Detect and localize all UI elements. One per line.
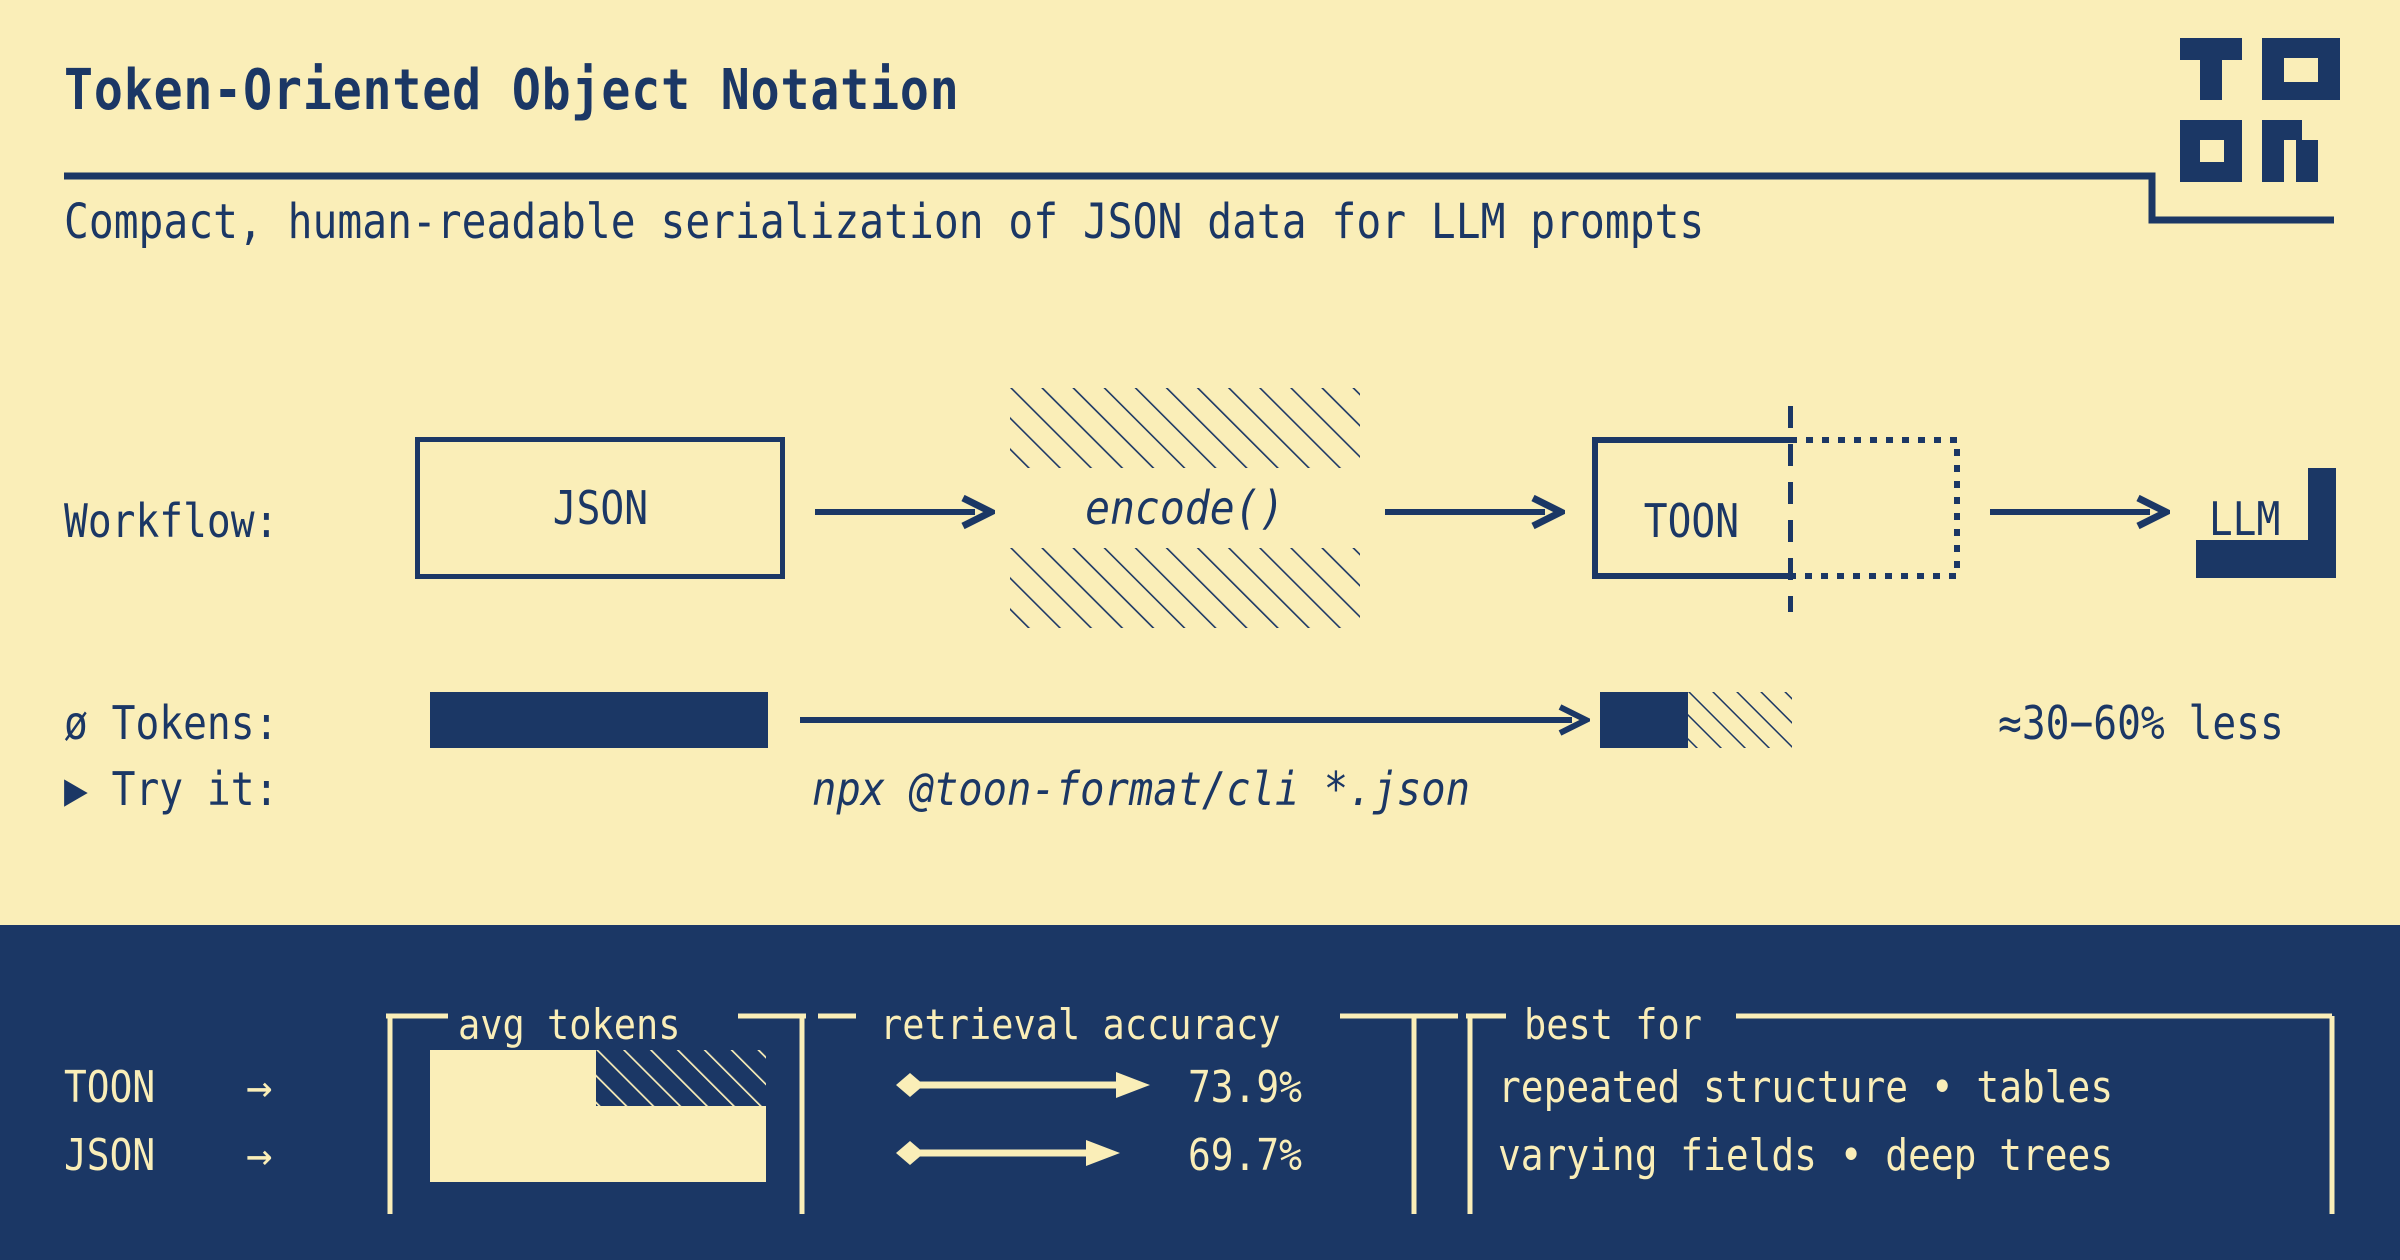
json-token-bar [430,692,768,748]
tokens-row-label: ø Tokens: [64,696,279,750]
workflow-label: Workflow: [64,494,279,548]
workflow-step-llm-label-wrap: LLM [2190,492,2300,546]
panel-row-arrow-toon-icon: → [246,1062,273,1113]
header-divider [64,172,2334,224]
workflow-step-toon-label: TOON [1643,494,1739,548]
workflow-arrow-1-icon [815,494,995,530]
section-title-retrieval-accuracy: retrieval accuracy [880,1000,1281,1049]
workflow-step-encode-label: encode() [1085,481,1285,535]
workflow-step-json: JSON [415,437,785,579]
panel-row-label-toon: TOON [64,1062,156,1113]
comparison-panel [0,925,2400,1260]
tokens-savings-note: ≈30−60% less [1998,696,2284,750]
section-title-avg-tokens: avg tokens [458,1000,681,1049]
best-for-toon: repeated structure • tables [1498,1062,2114,1113]
section-title-best-for: best for [1524,1000,1703,1049]
workflow-arrow-3-icon [1990,494,2170,530]
avg-tokens-bar-toon-hatched [596,1050,766,1106]
page-title: Token-Oriented Object Notation [64,58,960,123]
panel-row-arrow-json-icon: → [246,1130,273,1181]
toon-token-bar-solid [1600,692,1688,748]
workflow-step-toon-label-wrap: TOON [1592,494,1790,548]
hatch-band-top [1010,388,1360,468]
toon-token-bar-hatched [1688,692,1792,748]
workflow-step-toon-dotted-half [1790,437,1960,579]
llm-corner-block-icon [2196,468,2336,578]
bracket-best-for [1466,1013,2335,1214]
accuracy-arrow-toon-icon [896,1072,1150,1098]
accuracy-value-toon: 73.9% [1188,1062,1302,1113]
bracket-avg-tokens [386,1013,806,1214]
workflow-step-llm-label: LLM [2209,492,2281,546]
best-for-json: varying fields • deep trees [1498,1130,2114,1181]
try-it-label: ▶ Try it: [64,762,278,816]
cli-command[interactable]: npx @toon-format/cli *.json [812,762,1471,816]
hatch-band-bottom [1010,548,1360,628]
avg-tokens-bar-json-solid [430,1106,766,1182]
accuracy-value-json: 69.7% [1188,1130,1302,1181]
try-it-label-text: Try it: [111,762,279,816]
panel-row-label-json: JSON [64,1130,156,1181]
tokens-comparison-arrow-icon [800,704,1590,736]
toon-logo [2180,38,2340,182]
workflow-arrow-2-icon [1385,494,1565,530]
workflow-step-encode: encode() [1010,388,1360,628]
workflow-toon-divider-dashed-icon [1788,406,1793,612]
avg-tokens-bar-toon-solid [430,1050,596,1106]
workflow-step-json-label: JSON [552,481,648,535]
page-subtitle: Compact, human-readable serialization of… [64,194,1705,250]
bracket-retrieval-accuracy [818,1013,1458,1214]
accuracy-arrow-json-icon [896,1140,1120,1166]
workflow-step-encode-label-wrap: encode() [1010,470,1360,546]
workflow-step-toon-solid-half [1592,437,1790,579]
play-triangle-icon: ▶ [64,762,88,816]
